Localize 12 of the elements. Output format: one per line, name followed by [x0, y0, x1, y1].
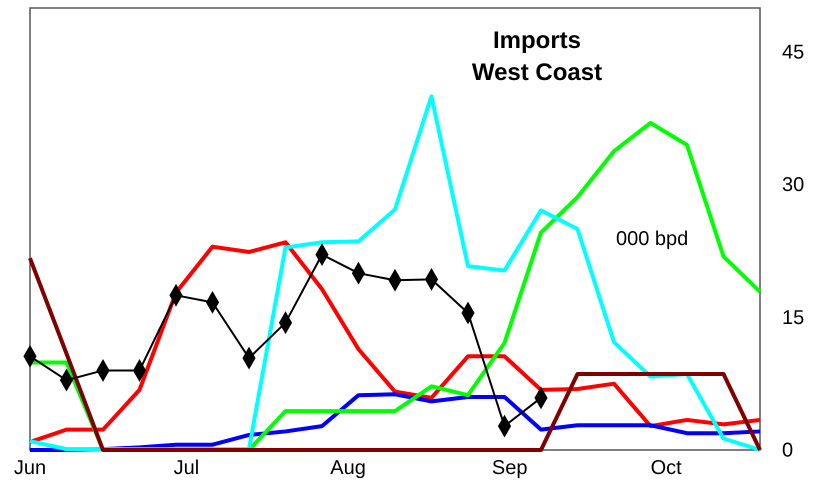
x-tick-label: Sep — [492, 457, 528, 480]
y-tick-label: 45 — [782, 42, 804, 64]
x-tick-label: Jun — [14, 457, 46, 480]
y-tick-label: 30 — [782, 174, 804, 196]
text: West Coast — [472, 59, 602, 86]
x-tick-label: Oct — [650, 457, 682, 480]
y-tick-label: 0 — [782, 439, 794, 462]
x-tick-label: Aug — [330, 457, 366, 480]
annotation: 000 bpd — [616, 228, 688, 250]
y-tick-label: 15 — [782, 306, 804, 329]
x-tick-label: Jul — [174, 457, 200, 480]
text: Imports — [492, 27, 582, 54]
